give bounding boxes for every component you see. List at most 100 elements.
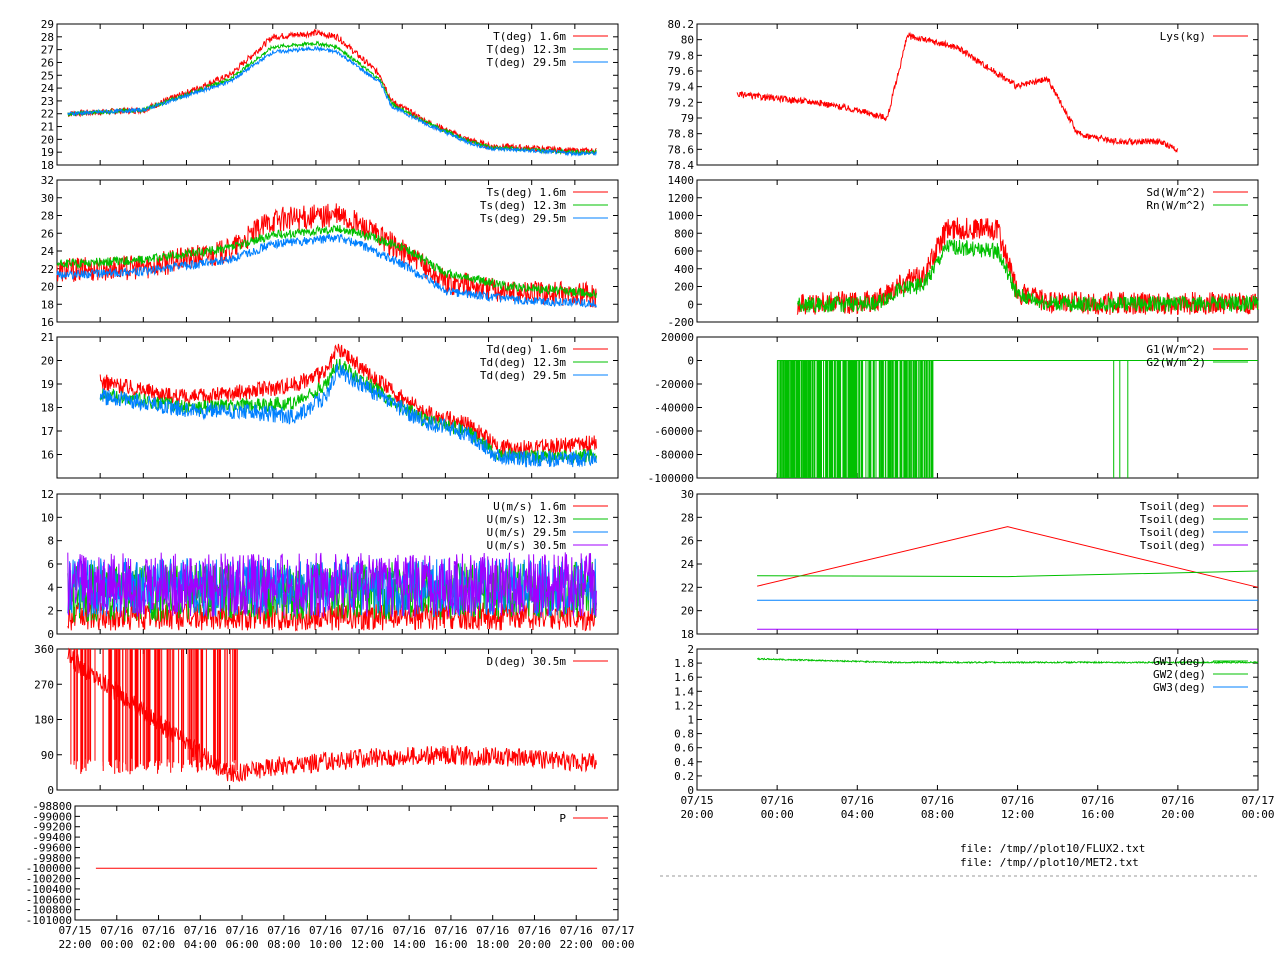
y-tick-label: 400 bbox=[674, 263, 694, 276]
y-tick-label: -200 bbox=[668, 316, 695, 329]
y-tick-label: 28 bbox=[41, 210, 54, 223]
y-tick-label: 78.8 bbox=[668, 128, 695, 141]
series-line bbox=[67, 601, 597, 632]
x-tick-label: 20:00 bbox=[680, 808, 713, 821]
y-tick-label: 79 bbox=[681, 112, 694, 125]
plot-frame bbox=[56, 648, 619, 791]
series-line bbox=[67, 28, 597, 156]
x-tick-label: 07/16 bbox=[560, 924, 593, 937]
y-tick-label: 18 bbox=[41, 159, 54, 172]
y-tick-label: 78.6 bbox=[668, 143, 695, 156]
y-tick-label: 79.4 bbox=[668, 81, 695, 94]
series-line bbox=[736, 31, 1179, 153]
x-tick-label: 07/16 bbox=[1001, 794, 1034, 807]
y-tick-label: 26 bbox=[681, 535, 694, 548]
y-tick-label: 20 bbox=[41, 281, 54, 294]
y-tick-label: -99200 bbox=[32, 821, 72, 834]
y-tick-label: 80 bbox=[681, 34, 694, 47]
y-tick-label: 1.2 bbox=[674, 699, 694, 712]
legend-label: T(deg) 29.5m bbox=[487, 56, 567, 69]
x-tick-label: 07/16 bbox=[1161, 794, 1194, 807]
x-tick-label: 12:00 bbox=[351, 938, 384, 951]
y-tick-label: 1400 bbox=[668, 174, 695, 187]
legend-label: G2(W/m^2) bbox=[1146, 356, 1206, 369]
series-line bbox=[757, 570, 1259, 578]
x-tick-label: 07/16 bbox=[142, 924, 175, 937]
x-tick-label: 00:00 bbox=[1241, 808, 1274, 821]
chart-pressure: -98800-99000-99200-99400-99600-99800-100… bbox=[26, 800, 635, 951]
legend-label: Sd(W/m^2) bbox=[1146, 186, 1206, 199]
legend-label: D(deg) 30.5m bbox=[487, 655, 567, 668]
y-tick-label: 20000 bbox=[661, 331, 694, 344]
y-tick-label: 2 bbox=[687, 643, 694, 656]
y-tick-label: 90 bbox=[41, 749, 54, 762]
x-tick-label: 07/16 bbox=[476, 924, 509, 937]
y-tick-label: 25 bbox=[41, 69, 54, 82]
y-tick-label: 800 bbox=[674, 227, 694, 240]
y-tick-label: -99400 bbox=[32, 831, 72, 844]
y-tick-label: 1 bbox=[687, 714, 694, 727]
legend-label: Tsoil(deg) bbox=[1140, 526, 1206, 539]
y-tick-label: 4 bbox=[47, 581, 54, 594]
legend-label: G1(W/m^2) bbox=[1146, 343, 1206, 356]
y-tick-label: 12 bbox=[41, 488, 54, 501]
y-tick-label: 21 bbox=[41, 121, 54, 134]
y-tick-label: 0.6 bbox=[674, 742, 694, 755]
legend-label: Tsoil(deg) bbox=[1140, 539, 1206, 552]
series-line bbox=[56, 233, 597, 308]
legend-label: GW1(deg) bbox=[1153, 655, 1206, 668]
series-line bbox=[757, 657, 1259, 665]
y-tick-label: 23 bbox=[41, 95, 54, 108]
y-tick-label: 18 bbox=[681, 628, 694, 641]
x-tick-label: 07/16 bbox=[841, 794, 874, 807]
y-tick-label: 0 bbox=[47, 784, 54, 797]
x-tick-label: 07/16 bbox=[921, 794, 954, 807]
chart-wind-speed: 0 2 4 6 8 10 12 U(m/s) 1.6mU(m/s) 12.3mU(m/s) 2… bbox=[41, 488, 619, 641]
x-tick-label: 08:00 bbox=[267, 938, 300, 951]
y-tick-label: 0 bbox=[47, 628, 54, 641]
legend-label: GW2(deg) bbox=[1153, 668, 1206, 681]
y-tick-label: 0 bbox=[687, 298, 694, 311]
series-line bbox=[756, 526, 1259, 588]
y-tick-label: 24 bbox=[41, 82, 55, 95]
y-tick-label: -60000 bbox=[654, 425, 694, 438]
legend-label: U(m/s) 1.6m bbox=[493, 500, 566, 513]
series-line bbox=[67, 45, 597, 157]
y-tick-label: -80000 bbox=[654, 449, 694, 462]
y-tick-label: -100000 bbox=[648, 472, 694, 485]
x-tick-label: 02:00 bbox=[142, 938, 175, 951]
x-tick-label: 10:00 bbox=[309, 938, 342, 951]
legend-label: U(m/s) 30.5m bbox=[487, 539, 567, 552]
legend-label: Lys(kg) bbox=[1160, 30, 1206, 43]
legend-label: Ts(deg) 29.5m bbox=[480, 212, 566, 225]
y-tick-label: 360 bbox=[34, 643, 54, 656]
x-tick-label: 16:00 bbox=[1081, 808, 1114, 821]
y-tick-label: 26 bbox=[41, 56, 54, 69]
x-tick-label: 07/16 bbox=[267, 924, 300, 937]
y-tick-label: 28 bbox=[681, 511, 694, 524]
y-tick-label: 32 bbox=[41, 174, 54, 187]
g2-dropout-spikes bbox=[776, 360, 1129, 478]
x-tick-label: 07/16 bbox=[761, 794, 794, 807]
x-tick-label: 07/16 bbox=[309, 924, 342, 937]
y-tick-label: 600 bbox=[674, 245, 694, 258]
y-tick-label: 24 bbox=[681, 558, 695, 571]
y-tick-label: 21 bbox=[41, 331, 54, 344]
y-tick-label: 0 bbox=[687, 355, 694, 368]
y-tick-label: -101000 bbox=[26, 914, 72, 927]
y-tick-label: 18 bbox=[41, 298, 54, 311]
x-tick-label: 18:00 bbox=[476, 938, 509, 951]
plot-frame bbox=[696, 23, 1259, 166]
y-tick-label: -99800 bbox=[32, 852, 72, 865]
y-tick-label: 2 bbox=[47, 605, 54, 618]
series-line bbox=[67, 552, 597, 618]
file-label-1: file: /tmp//plot10/FLUX2.txt bbox=[960, 842, 1145, 855]
y-tick-label: 10 bbox=[41, 511, 54, 524]
chart-lysimeter: 78.4 78.6 78.8 79 79.2 79.4 79.6 79.8 80 80.2 Lys(… bbox=[668, 18, 1259, 172]
x-tick-label: 08:00 bbox=[921, 808, 954, 821]
file-label-2: file: /tmp//plot10/MET2.txt bbox=[960, 856, 1139, 869]
x-tick-label: 00:00 bbox=[100, 938, 133, 951]
